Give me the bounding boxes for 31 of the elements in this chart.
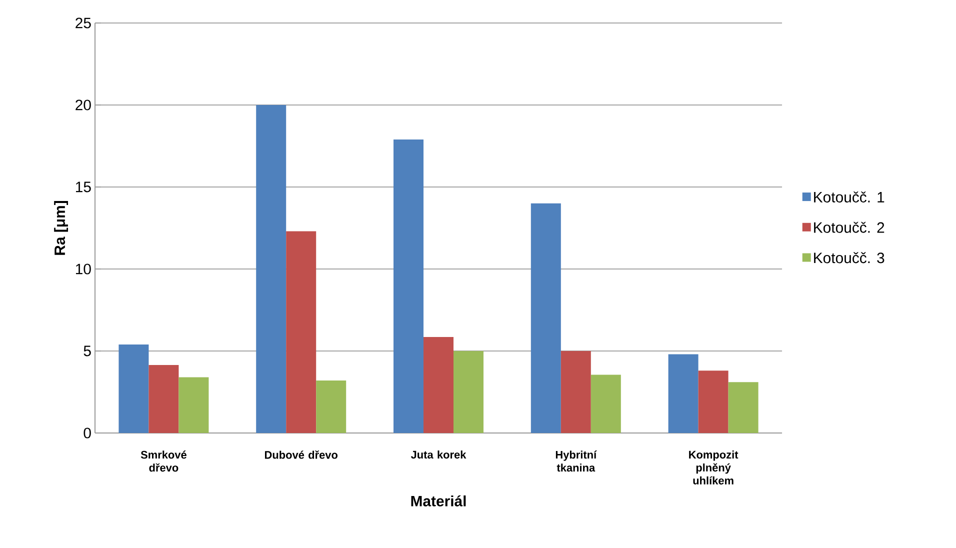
legend-label: Kotoučč. 3 [814,252,884,264]
y-tick-label: 10 [76,264,91,274]
bar [728,382,758,433]
bar [590,374,621,433]
x-tick-label: Smrkové dřevo [140,450,186,472]
y-axis-title: Ra [μm] [54,201,68,255]
bar [118,344,149,433]
y-tick-label: 25 [76,18,91,28]
x-tick-label: Juta korek [410,450,466,459]
x-tick-label: Hybritní tkanina [556,450,597,472]
bar [256,104,286,433]
y-tick-label: 15 [76,182,91,192]
bar [286,231,316,433]
bar [454,351,484,433]
bar [560,351,591,433]
y-tick-label: 5 [84,346,91,356]
bar [668,354,698,433]
x-tick-label: Kompozit plněný uhlíkem [689,450,738,484]
bar [316,380,346,433]
x-axis-title: Materiál [411,495,466,506]
bar [394,139,424,433]
bar [148,364,179,433]
bar [530,203,561,433]
legend-label: Kotoučč. 1 [814,191,884,202]
y-tick-label: 0 [84,428,91,438]
bar [698,370,728,433]
y-tick-label: 20 [76,100,91,110]
x-tick-label: Dubové dřevo [264,450,338,459]
legend-label: Kotoučč. 2 [814,222,884,233]
bar [178,377,209,433]
bar [424,337,454,433]
